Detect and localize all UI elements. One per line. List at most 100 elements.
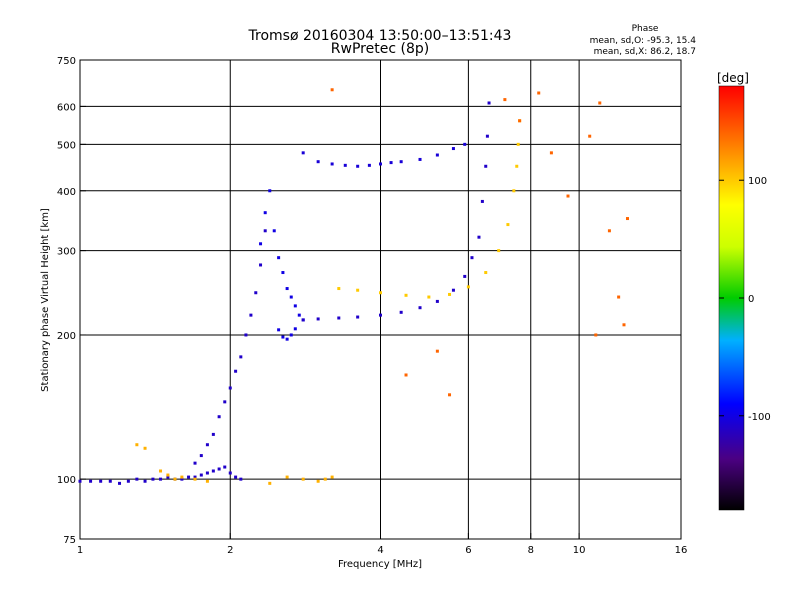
data-point [463, 274, 467, 278]
data-point [427, 295, 431, 299]
x-tick-label: 1 [77, 545, 83, 556]
data-point [173, 477, 177, 481]
y-tick-label: 600 [57, 102, 76, 113]
data-point [180, 475, 184, 479]
data-point [259, 263, 263, 267]
data-point [289, 333, 293, 337]
data-point [199, 473, 203, 477]
data-point [223, 465, 227, 469]
data-point [537, 91, 541, 95]
data-point [249, 313, 253, 317]
data-point [268, 189, 272, 193]
data-point [379, 291, 382, 295]
data-point [126, 479, 130, 483]
data-point [367, 163, 371, 167]
data-point [159, 469, 163, 473]
chart-title: Tromsø 20160304 13:50:00–13:51:43 [248, 28, 512, 44]
data-point [497, 249, 501, 253]
data-point [316, 317, 320, 321]
data-point [277, 328, 281, 332]
data-point [330, 88, 334, 92]
data-point [285, 475, 289, 479]
y-tick-label: 400 [57, 187, 76, 198]
data-point [512, 189, 516, 193]
data-point [435, 299, 439, 303]
data-point [484, 164, 488, 168]
data-point [135, 443, 139, 447]
data-point [166, 473, 170, 477]
x-tick-label: 8 [528, 545, 534, 556]
data-point [268, 481, 272, 485]
data-point [625, 217, 629, 221]
y-axis-label: Stationary phase Virtual Height [km] [40, 208, 51, 392]
data-point [143, 446, 147, 450]
data-point [506, 223, 510, 227]
colorbar-tick-label: 0 [748, 294, 754, 305]
data-point [263, 211, 267, 215]
phase-heading: Phase [632, 24, 659, 34]
data-point [503, 98, 507, 102]
x-tick-label: 16 [675, 545, 688, 556]
chart-subtitle: RwPretec (8p) [331, 41, 429, 57]
data-point [343, 163, 347, 167]
data-point [187, 475, 191, 479]
data-point [477, 235, 481, 239]
data-point [379, 313, 382, 317]
data-point [451, 288, 455, 292]
y-tick-label: 100 [57, 475, 76, 486]
data-point [285, 287, 289, 291]
colorbar-tick-label: -100 [748, 412, 771, 423]
data-point [166, 475, 170, 479]
data-point [356, 315, 360, 319]
data-point [223, 400, 227, 404]
data-point [217, 467, 221, 471]
data-point [151, 477, 155, 481]
data-point [607, 229, 611, 233]
data-point [205, 471, 209, 475]
data-point [566, 194, 570, 198]
data-point [180, 477, 184, 481]
data-point [404, 293, 408, 297]
data-point [89, 479, 93, 483]
y-tick-label: 300 [57, 247, 76, 258]
data-point [617, 295, 621, 299]
data-point [316, 479, 320, 483]
data-point [389, 161, 393, 165]
x-tick-label: 4 [377, 545, 383, 556]
data-point [205, 479, 209, 483]
data-point [323, 477, 327, 481]
data-point [356, 288, 360, 292]
data-point [244, 333, 248, 337]
data-point [272, 229, 276, 233]
x-tick-label: 10 [573, 545, 586, 556]
data-point [435, 349, 439, 353]
data-point [594, 333, 598, 337]
data-point [399, 160, 403, 164]
data-point [470, 256, 474, 260]
data-point [463, 142, 467, 146]
data-point [193, 477, 197, 481]
data-point [418, 306, 422, 310]
data-point [515, 164, 519, 168]
data-point [448, 393, 452, 397]
data-point [316, 160, 320, 164]
data-point [234, 369, 238, 373]
data-point [285, 337, 289, 341]
data-point [379, 162, 382, 166]
data-point [293, 304, 297, 308]
data-point [234, 475, 238, 479]
data-point [118, 481, 122, 485]
data-point [399, 310, 403, 314]
y-tick-label: 750 [57, 56, 76, 67]
data-point [330, 475, 334, 479]
data-point [404, 373, 408, 377]
x-tick-label: 2 [227, 545, 233, 556]
y-tick-label: 75 [63, 535, 76, 546]
data-point [211, 469, 215, 473]
data-point [239, 355, 243, 359]
phase-stats-o: mean, sd,O: -95.3, 15.4 [590, 36, 697, 46]
colorbar-label: [deg] [717, 71, 749, 85]
data-point [337, 287, 341, 291]
data-point [356, 164, 360, 168]
data-point [451, 147, 455, 151]
